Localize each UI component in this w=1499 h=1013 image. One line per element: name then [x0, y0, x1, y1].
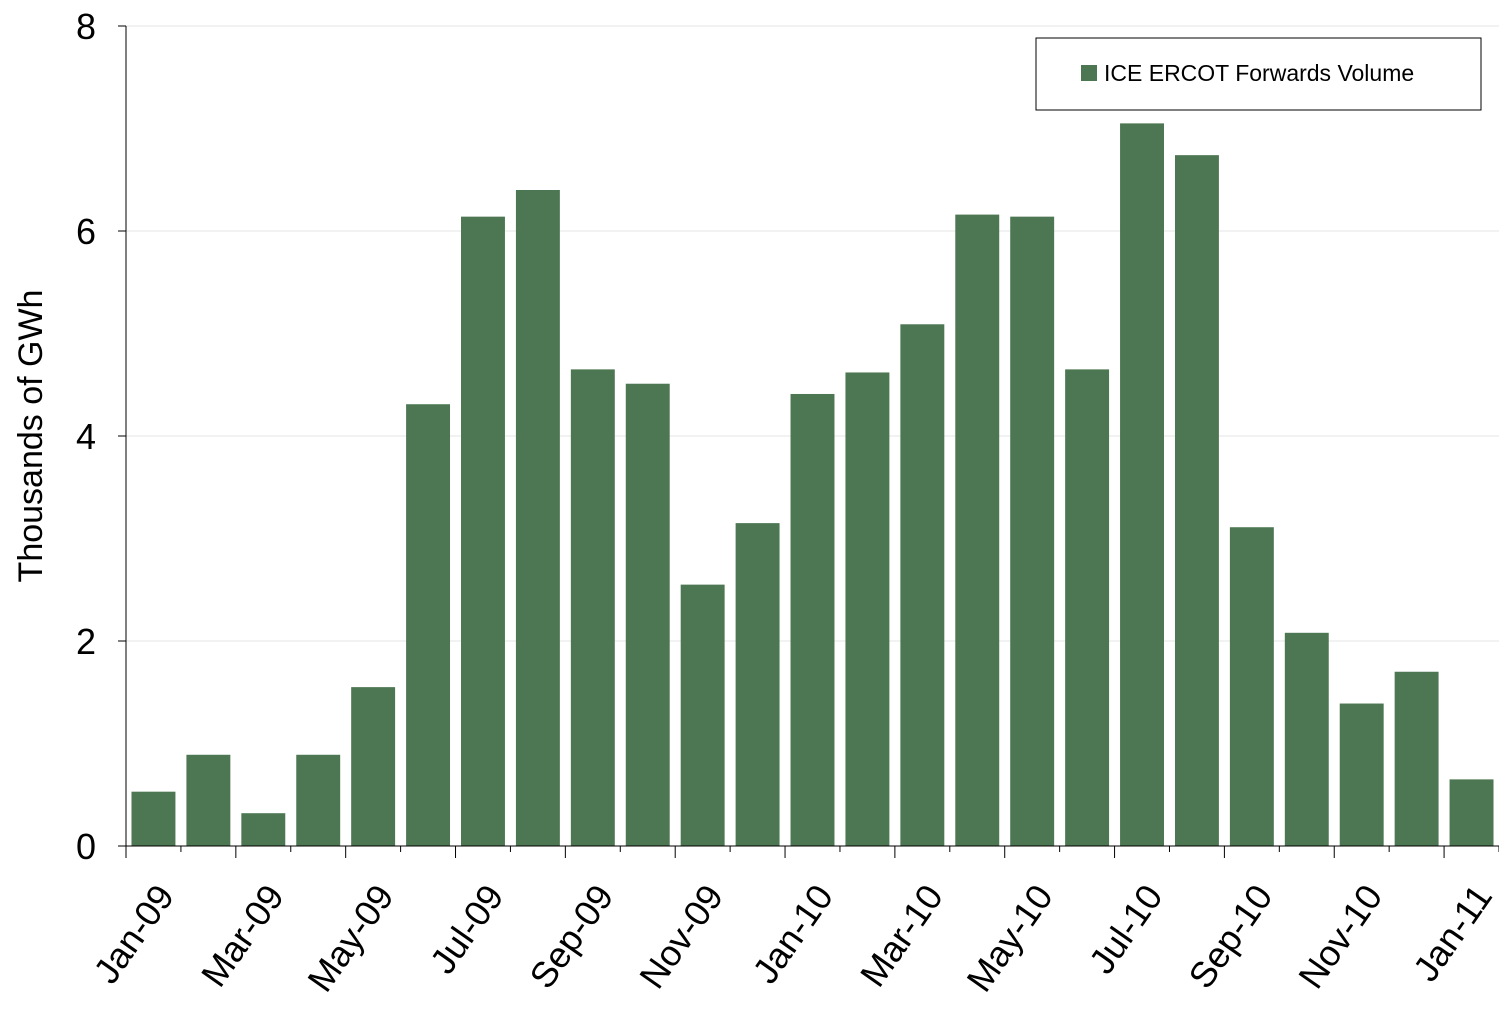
- bar-series: [131, 123, 1494, 847]
- bar: [900, 324, 945, 846]
- x-tick-label: Nov-09: [631, 877, 731, 996]
- bar: [296, 754, 341, 846]
- bar: [1339, 703, 1384, 846]
- bar: [1010, 216, 1055, 846]
- bar: [1120, 123, 1164, 846]
- y-axis-ticks: 0 2 4 6 8: [76, 6, 126, 867]
- y-tick-label: 0: [76, 826, 96, 867]
- legend: ICE ERCOT Forwards Volume: [1035, 37, 1482, 111]
- x-tick-label: Jan-10: [744, 877, 841, 991]
- bar: [351, 687, 396, 846]
- bar: [735, 523, 780, 846]
- bar: [1284, 632, 1329, 846]
- x-tick-label: May-10: [958, 877, 1060, 999]
- y-tick-label: 6: [76, 211, 96, 252]
- x-axis-ticks: Jan-09 Mar-09 May-09 Jul-09 Sep-09 Nov-09 Jan-…: [85, 846, 1499, 999]
- y-tick-label: 8: [76, 6, 96, 47]
- bar: [1229, 527, 1274, 846]
- bar: [570, 369, 615, 846]
- bar: [241, 813, 286, 846]
- y-tick-label: 2: [76, 621, 96, 662]
- bar: [1065, 369, 1110, 846]
- x-tick-label: Nov-10: [1290, 877, 1390, 996]
- bar: [131, 791, 176, 846]
- bar: [406, 404, 451, 846]
- bar: [515, 190, 560, 846]
- bar: [680, 584, 725, 846]
- x-tick-label: Mar-10: [852, 877, 951, 994]
- x-tick-label: Jan-09: [85, 877, 182, 991]
- bar: [1394, 671, 1439, 846]
- x-tick-label: Mar-09: [193, 877, 292, 994]
- x-tick-label: May-09: [299, 877, 401, 999]
- bar: [1174, 155, 1219, 846]
- x-tick-label: Jan-11: [1405, 877, 1499, 988]
- y-axis-label: Thousands of GWh: [12, 290, 50, 583]
- x-tick-label: Sep-10: [1180, 877, 1280, 996]
- legend-swatch: [1081, 65, 1097, 81]
- legend-label: ICE ERCOT Forwards Volume: [1104, 60, 1414, 86]
- bar: [1449, 779, 1494, 846]
- x-tick-label: Jul-09: [422, 877, 512, 981]
- bar: [625, 383, 670, 846]
- bar: [186, 754, 231, 846]
- y-tick-label: 4: [76, 416, 96, 457]
- bar: [845, 372, 890, 846]
- bar: [955, 214, 1000, 847]
- x-tick-label: Sep-09: [521, 877, 621, 996]
- bar: [790, 393, 835, 846]
- bar: [461, 216, 505, 846]
- x-tick-label: Jul-10: [1081, 877, 1171, 981]
- legend-box: [1035, 37, 1482, 111]
